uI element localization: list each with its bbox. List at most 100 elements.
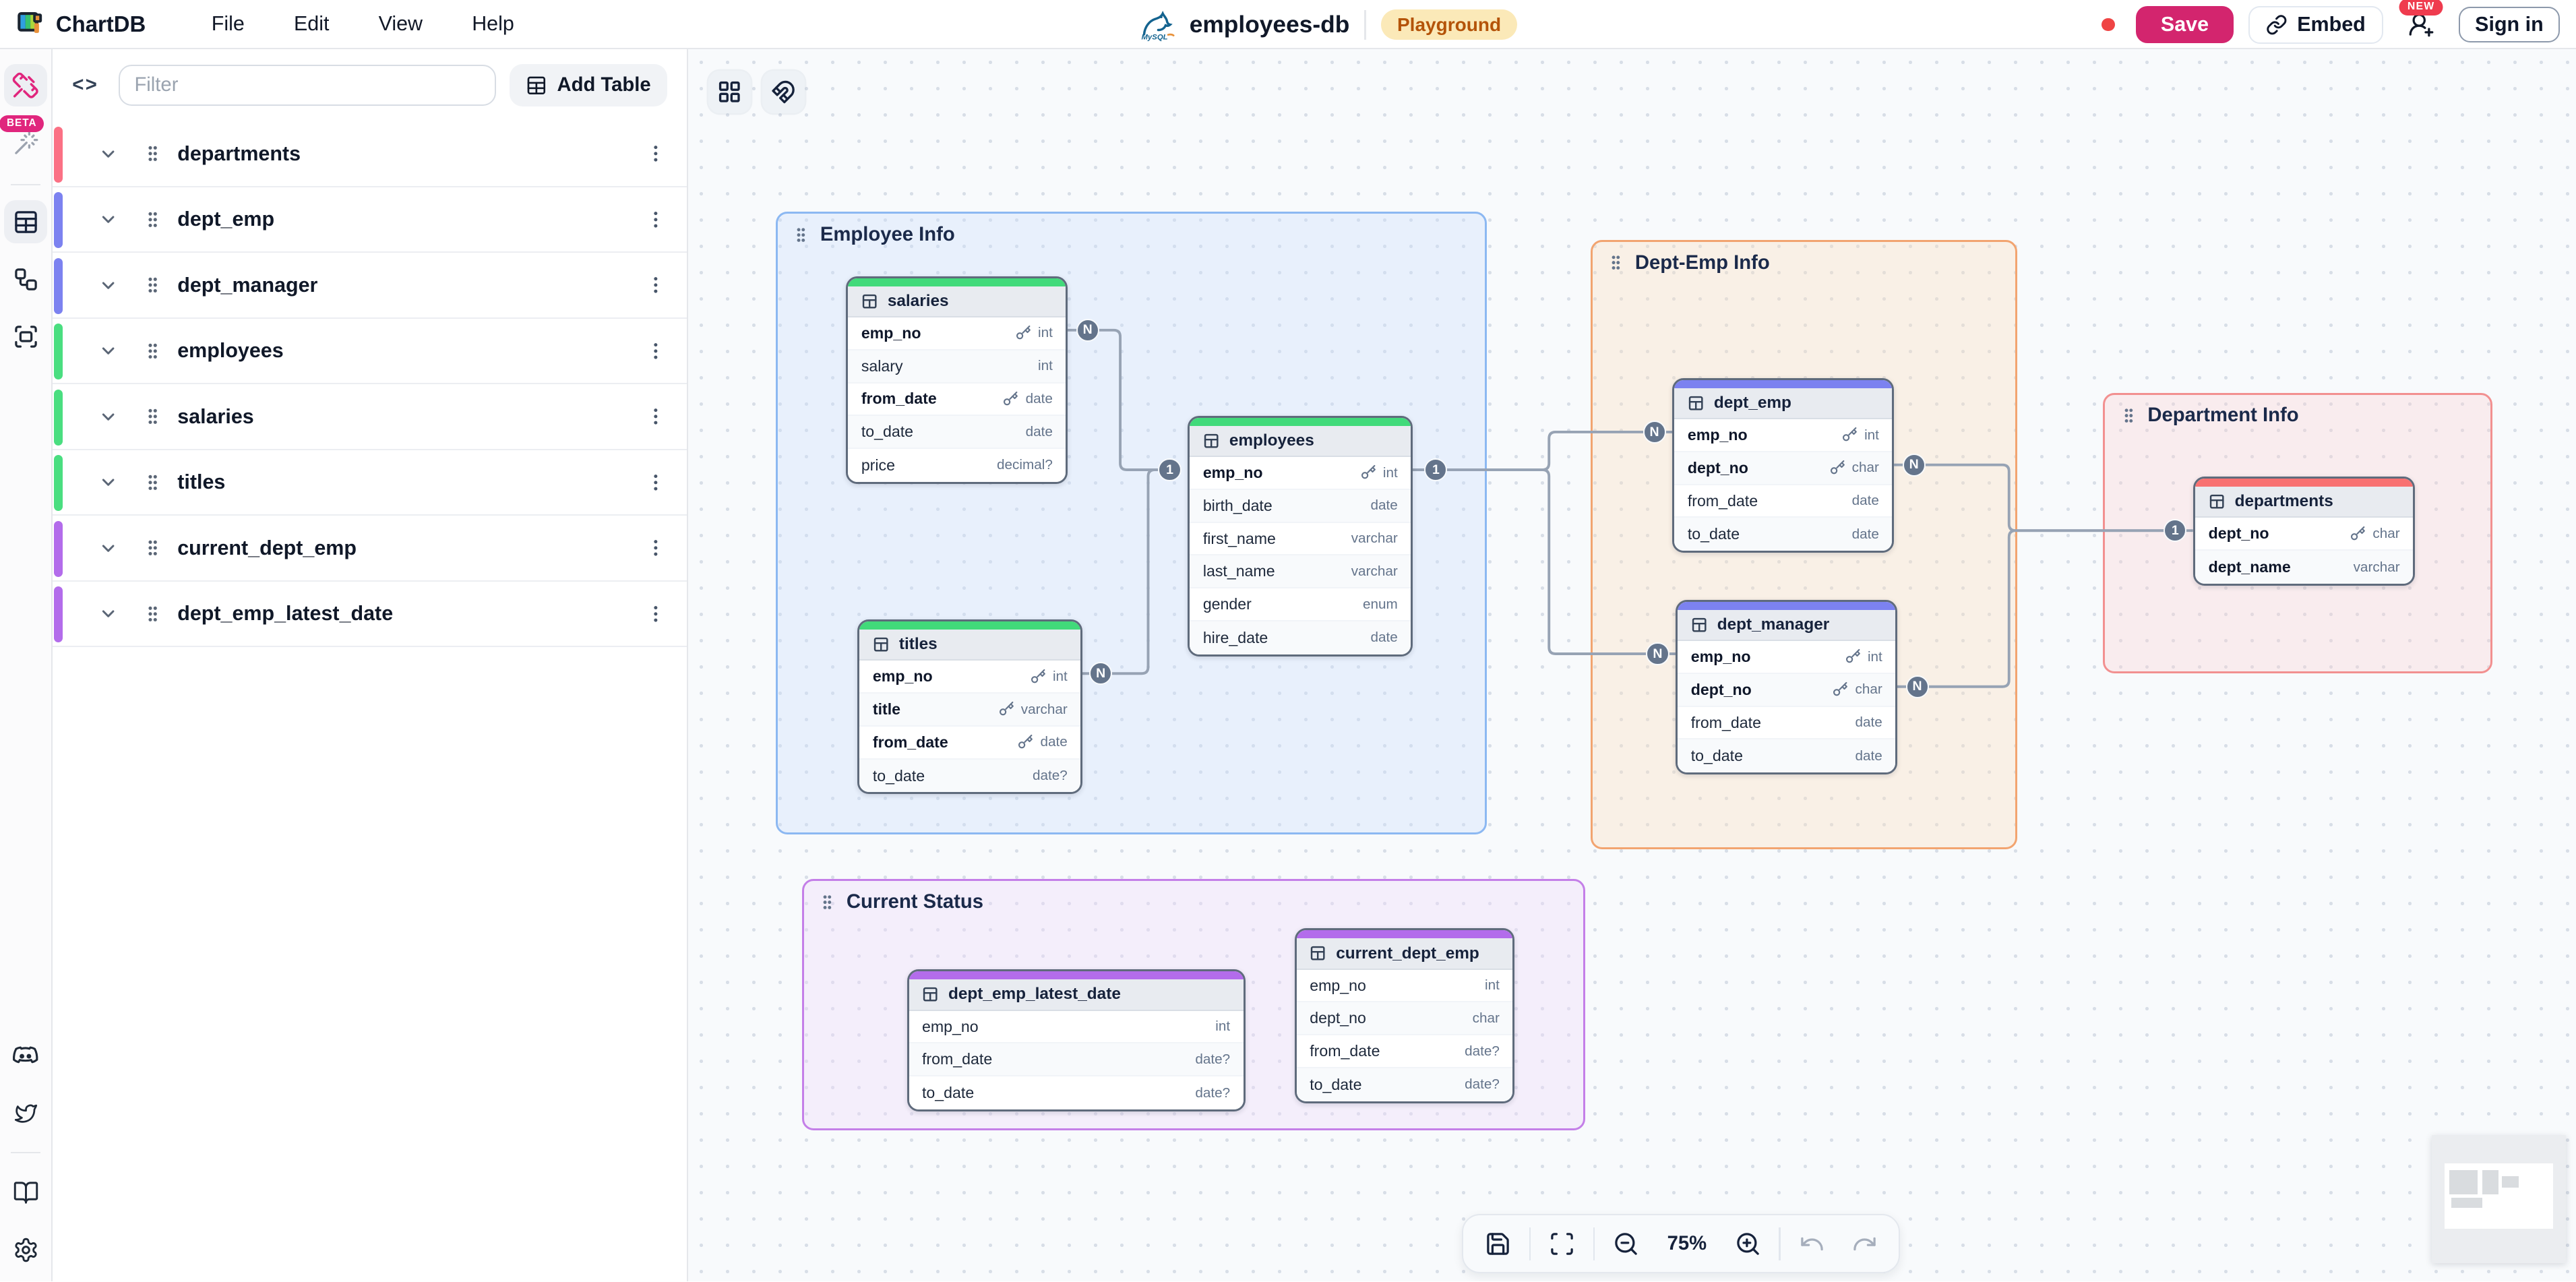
sign-in-button[interactable]: Sign in — [2459, 6, 2560, 43]
menu-file[interactable]: File — [211, 12, 245, 36]
diagram-name[interactable]: employees-db — [1189, 11, 1350, 38]
field-row[interactable]: emp_no int — [909, 1010, 1244, 1044]
field-row[interactable]: emp_no int — [1190, 457, 1411, 490]
area-label-row[interactable]: Department Info — [2105, 395, 2490, 427]
diagram-table-salaries[interactable]: salaries emp_no int salary int from_date date t… — [846, 276, 1068, 484]
chevron-down-icon[interactable] — [95, 472, 121, 492]
zoom-in-button[interactable] — [1726, 1223, 1769, 1265]
kebab-menu-icon[interactable] — [644, 209, 667, 231]
chevron-down-icon[interactable] — [95, 276, 121, 295]
kebab-menu-icon[interactable] — [644, 603, 667, 625]
drag-handle-icon[interactable] — [142, 603, 164, 625]
drag-handle-icon[interactable] — [142, 472, 164, 493]
docs-link[interactable] — [4, 1171, 47, 1214]
field-row[interactable]: emp_no int — [859, 661, 1081, 694]
kebab-menu-icon[interactable] — [644, 537, 667, 559]
areas-tab-button[interactable] — [4, 315, 47, 358]
field-row[interactable]: to_date date — [1678, 739, 1896, 773]
field-row[interactable]: price decimal? — [848, 449, 1066, 482]
field-row[interactable]: birth_date date — [1190, 489, 1411, 523]
filter-input[interactable] — [118, 65, 497, 106]
table-header[interactable]: dept_manager — [1678, 609, 1896, 642]
drag-handle-icon[interactable] — [142, 340, 164, 362]
drag-handle-icon[interactable] — [1607, 253, 1625, 272]
kebab-menu-icon[interactable] — [644, 406, 667, 427]
diagram-table-current_dept_emp[interactable]: current_dept_emp emp_no int dept_no char from… — [1294, 928, 1515, 1103]
field-row[interactable]: last_name varchar — [1190, 555, 1411, 589]
area-label-row[interactable]: Dept-Emp Info — [1593, 242, 2016, 274]
table-list-item[interactable]: employees — [53, 318, 687, 385]
drag-handle-icon[interactable] — [142, 143, 164, 164]
redo-button[interactable] — [1843, 1223, 1885, 1265]
drag-handle-icon[interactable] — [818, 892, 836, 912]
table-header[interactable]: dept_emp — [1674, 388, 1893, 420]
table-list-item[interactable]: titles — [53, 450, 687, 516]
field-row[interactable]: gender enum — [1190, 588, 1411, 621]
diagram-table-titles[interactable]: titles emp_no int title varchar from_date date… — [857, 619, 1083, 795]
table-header[interactable]: salaries — [848, 286, 1066, 317]
field-row[interactable]: emp_no int — [1296, 969, 1513, 1003]
field-row[interactable]: from_date date? — [1296, 1035, 1513, 1068]
field-row[interactable]: emp_no int — [848, 317, 1066, 350]
settings-button[interactable] — [4, 1229, 47, 1271]
area-label-row[interactable]: Employee Info — [778, 214, 1485, 246]
field-row[interactable]: dept_no char — [1674, 452, 1893, 485]
invite-user-button[interactable]: NEW — [2398, 0, 2444, 47]
chevron-down-icon[interactable] — [95, 341, 121, 361]
kebab-menu-icon[interactable] — [644, 472, 667, 493]
auto-layout-button[interactable] — [708, 70, 751, 114]
add-table-button[interactable]: Add Table — [509, 64, 668, 107]
field-row[interactable]: dept_no char — [2195, 518, 2414, 551]
table-header[interactable]: employees — [1190, 425, 1411, 458]
embed-button[interactable]: Embed — [2248, 5, 2384, 44]
field-row[interactable]: dept_no char — [1678, 673, 1896, 707]
field-row[interactable]: to_date date? — [909, 1076, 1244, 1109]
field-row[interactable]: salary int — [848, 350, 1066, 384]
diagram-table-departments[interactable]: departments dept_no char dept_name varchar — [2193, 476, 2416, 586]
drag-handle-icon[interactable] — [792, 225, 810, 245]
brand[interactable]: ChartDB — [16, 11, 146, 37]
fit-view-button[interactable] — [1541, 1223, 1583, 1265]
field-row[interactable]: dept_name varchar — [2195, 551, 2414, 584]
chevron-down-icon[interactable] — [95, 407, 121, 427]
tables-tab-button[interactable] — [4, 200, 47, 243]
relationships-tab-button[interactable] — [4, 258, 47, 301]
menu-edit[interactable]: Edit — [293, 12, 330, 36]
table-list-item[interactable]: dept_manager — [53, 253, 687, 319]
table-list-item[interactable]: current_dept_emp — [53, 516, 687, 582]
field-row[interactable]: from_date date — [859, 726, 1081, 760]
field-row[interactable]: to_date date — [1674, 518, 1893, 551]
table-list-item[interactable]: departments — [53, 121, 687, 187]
table-list-item[interactable]: dept_emp_latest_date — [53, 581, 687, 648]
twitter-link[interactable] — [4, 1093, 47, 1135]
field-row[interactable]: from_date date — [848, 383, 1066, 417]
diagram-table-dept_manager[interactable]: dept_manager emp_no int dept_no char from_dat… — [1676, 599, 1898, 775]
editor-mode-button[interactable] — [4, 64, 47, 107]
drag-handle-icon[interactable] — [142, 274, 164, 296]
table-header[interactable]: current_dept_emp — [1296, 938, 1513, 970]
kebab-menu-icon[interactable] — [644, 143, 667, 164]
diagram-table-dept_emp[interactable]: dept_emp emp_no int dept_no char from_date dat… — [1672, 377, 1895, 553]
table-header[interactable]: dept_emp_latest_date — [909, 979, 1244, 1011]
diagram-canvas[interactable]: Employee Info Dept-Emp Info Department I… — [688, 49, 2576, 1282]
menu-view[interactable]: View — [378, 12, 423, 36]
table-list-item[interactable]: dept_emp — [53, 187, 687, 253]
field-row[interactable]: from_date date — [1678, 706, 1896, 740]
undo-button[interactable] — [1790, 1223, 1833, 1265]
ai-assistant-button[interactable]: BETA — [0, 115, 47, 164]
zoom-out-button[interactable] — [1605, 1223, 1647, 1265]
zoom-level[interactable]: 75% — [1667, 1232, 1707, 1254]
kebab-menu-icon[interactable] — [644, 340, 667, 362]
minimap[interactable] — [2431, 1135, 2567, 1264]
field-row[interactable]: from_date date? — [909, 1043, 1244, 1077]
save-diagram-button[interactable] — [1477, 1223, 1519, 1265]
area-label-row[interactable]: Current Status — [804, 881, 1584, 913]
table-header[interactable]: titles — [859, 630, 1081, 661]
drag-handle-icon[interactable] — [2120, 406, 2138, 425]
table-header[interactable]: departments — [2195, 487, 2414, 518]
field-row[interactable]: dept_no char — [1296, 1002, 1513, 1036]
field-row[interactable]: hire_date date — [1190, 621, 1411, 654]
field-row[interactable]: emp_no int — [1678, 641, 1896, 674]
drag-handle-icon[interactable] — [142, 209, 164, 231]
menu-help[interactable]: Help — [472, 12, 514, 36]
